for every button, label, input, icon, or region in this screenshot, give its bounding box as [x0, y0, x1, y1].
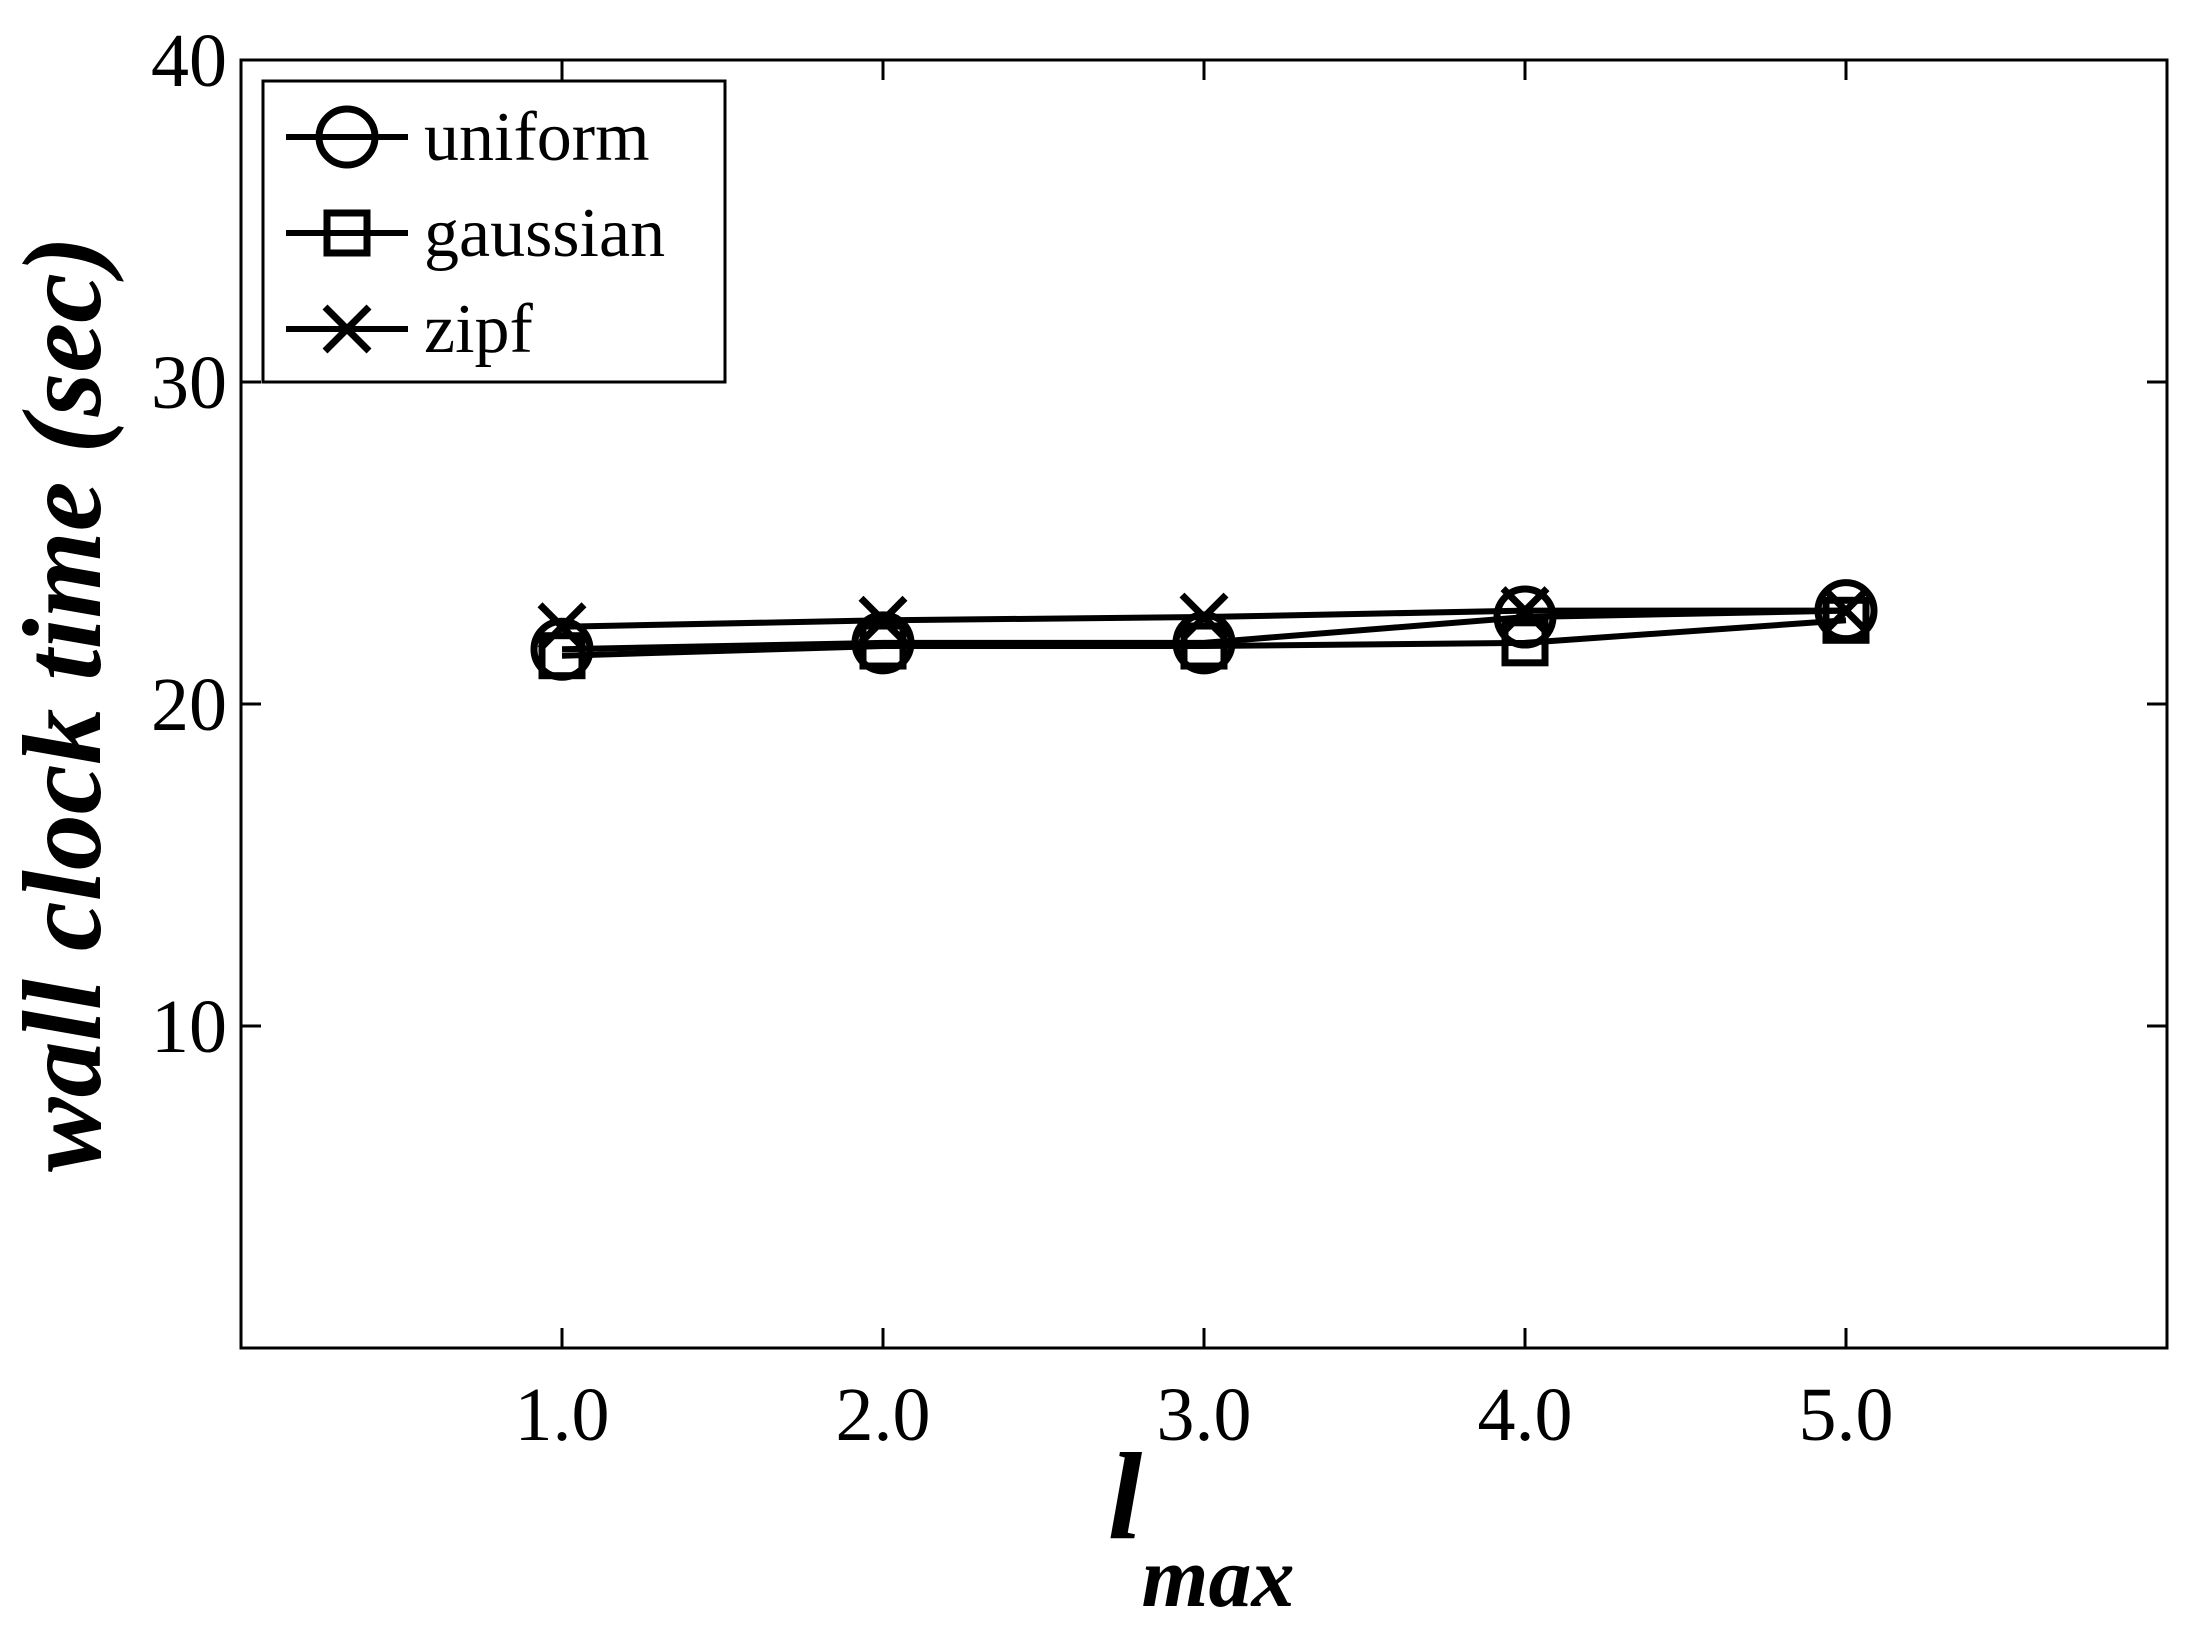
data-point-gaussian: [1180, 622, 1228, 670]
y-tick-label: 20: [151, 663, 227, 747]
y-tick-label: 10: [151, 985, 227, 1069]
legend-item-gaussian: gaussian: [286, 195, 665, 272]
data-point-gaussian: [1822, 596, 1870, 644]
axis-ticks: 1.0 2.0 3.0 4.0 5.0 10 20 30 40: [151, 19, 2167, 1457]
series-line-uniform: [561, 607, 1847, 653]
series-zipf: [537, 586, 1871, 652]
legend-marker-uniform: [315, 105, 379, 169]
series-layer: [530, 579, 1878, 681]
data-point-zipf: [537, 602, 587, 652]
legend-label-gaussian: gaussian: [424, 195, 665, 272]
data-point-zipf: [1821, 586, 1871, 636]
y-axis-title: wall clock time (sec): [1, 236, 125, 1172]
legend: uniform gaussian zipf: [261, 79, 727, 384]
legend-marker-gaussian: [323, 209, 371, 257]
series-gaussian: [538, 596, 1870, 680]
x-axis-title: l max: [1108, 1428, 1295, 1625]
legend-marker-zipf: [322, 304, 372, 354]
x-tick-label: 5.0: [1799, 1373, 1894, 1457]
data-point-zipf: [1500, 586, 1550, 636]
x-axis-title-subscript: max: [1142, 1529, 1295, 1625]
legend-item-uniform: uniform: [286, 99, 650, 176]
legend-label-zipf: zipf: [424, 291, 534, 368]
series-line-gaussian: [561, 617, 1847, 659]
y-tick-label: 40: [151, 19, 227, 103]
x-tick-label: 1.0: [515, 1373, 610, 1457]
legend-label-uniform: uniform: [424, 99, 650, 176]
data-point-gaussian: [538, 632, 586, 680]
legend-items: uniform gaussian zipf: [286, 99, 665, 368]
data-point-zipf: [1179, 592, 1229, 642]
y-tick-label: 30: [151, 341, 227, 425]
data-point-gaussian: [1501, 619, 1549, 667]
legend-item-zipf: zipf: [286, 291, 534, 368]
x-tick-label: 3.0: [1157, 1373, 1252, 1457]
data-point-zipf: [858, 595, 908, 645]
x-tick-label: 4.0: [1478, 1373, 1573, 1457]
data-point-uniform: [851, 611, 915, 675]
x-tick-label: 2.0: [836, 1373, 931, 1457]
data-point-gaussian: [859, 622, 907, 670]
x-axis-title-main: l: [1108, 1428, 1143, 1565]
